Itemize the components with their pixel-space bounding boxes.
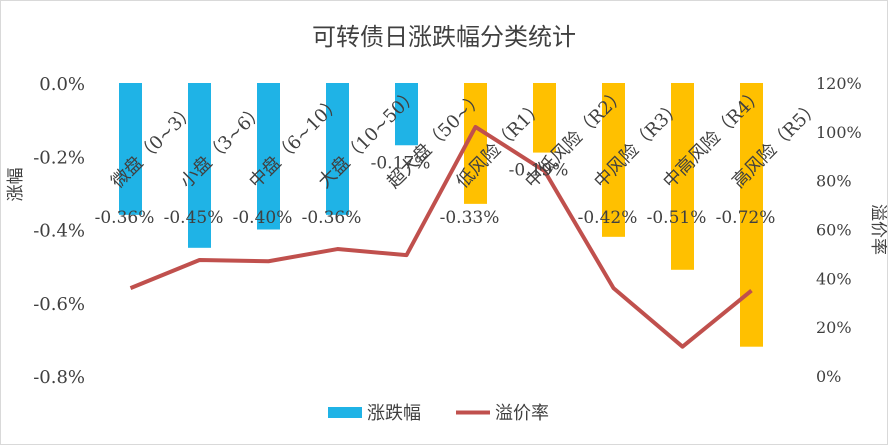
bar (119, 83, 142, 215)
y-tick-label: -0.4% (33, 221, 85, 242)
bar-data-label: -0.36% (302, 208, 362, 228)
line-series (129, 124, 753, 349)
bar-data-labels: -0.36% -0.45% -0.40% -0.36% -0.17% -0.33% -0.1… (95, 153, 776, 228)
y2-tick-label: 80% (816, 172, 852, 191)
legend-label-bar: 涨跌幅 (367, 403, 421, 424)
legend-swatch-bar (328, 407, 362, 418)
bar-data-label: -0.36% (95, 208, 155, 228)
y-tick-label: -0.8% (33, 367, 85, 388)
bar-series (119, 83, 763, 347)
legend-label-line: 溢价率 (495, 403, 549, 424)
chart-title: 可转债日涨跌幅分类统计 (312, 23, 576, 51)
bar-data-label: -0.51% (647, 208, 707, 228)
y-tick-label: 0.0% (39, 74, 85, 95)
y2-tick-label: 0% (816, 367, 841, 386)
premium-line (129, 124, 753, 349)
bar (464, 83, 487, 204)
legend: 涨跌幅 溢价率 (328, 403, 549, 424)
bar (740, 83, 763, 347)
bar-data-label: -0.42% (578, 208, 638, 228)
y2-tick-label: 120% (816, 74, 862, 93)
y2-axis-label: 溢价率 (868, 204, 887, 255)
bar (188, 83, 211, 248)
bar (326, 83, 349, 215)
bar (395, 83, 418, 146)
category-labels: 微盘（0~3）小盘（3~6）中盘（6~10）大盘（10~50）超大盘（50~）低… (107, 84, 824, 193)
y-axis-label: 涨幅 (6, 168, 26, 202)
y2-tick-label: 100% (816, 123, 862, 142)
bar-data-label: -0.45% (164, 208, 224, 228)
y2-tick-label: 40% (816, 269, 852, 288)
bar-data-label: -0.19% (509, 161, 569, 181)
y-tick-label: -0.2% (33, 147, 85, 168)
y2-axis-ticks: 120% 100% 80% 60% 40% 20% 0% (816, 74, 862, 386)
y-tick-label: -0.6% (33, 294, 85, 315)
bar (257, 83, 280, 230)
bar (602, 83, 625, 237)
bar (671, 83, 694, 270)
bar-data-label: -0.40% (233, 208, 293, 228)
bar-data-label: -0.72% (716, 208, 776, 228)
bar-data-label: -0.33% (440, 208, 500, 228)
y-axis-ticks: 0.0% -0.2% -0.4% -0.6% -0.8% (33, 74, 85, 388)
bar-data-label: -0.17% (371, 153, 431, 173)
bar (533, 83, 556, 153)
y2-tick-label: 20% (816, 318, 852, 337)
y2-tick-label: 60% (816, 221, 852, 240)
